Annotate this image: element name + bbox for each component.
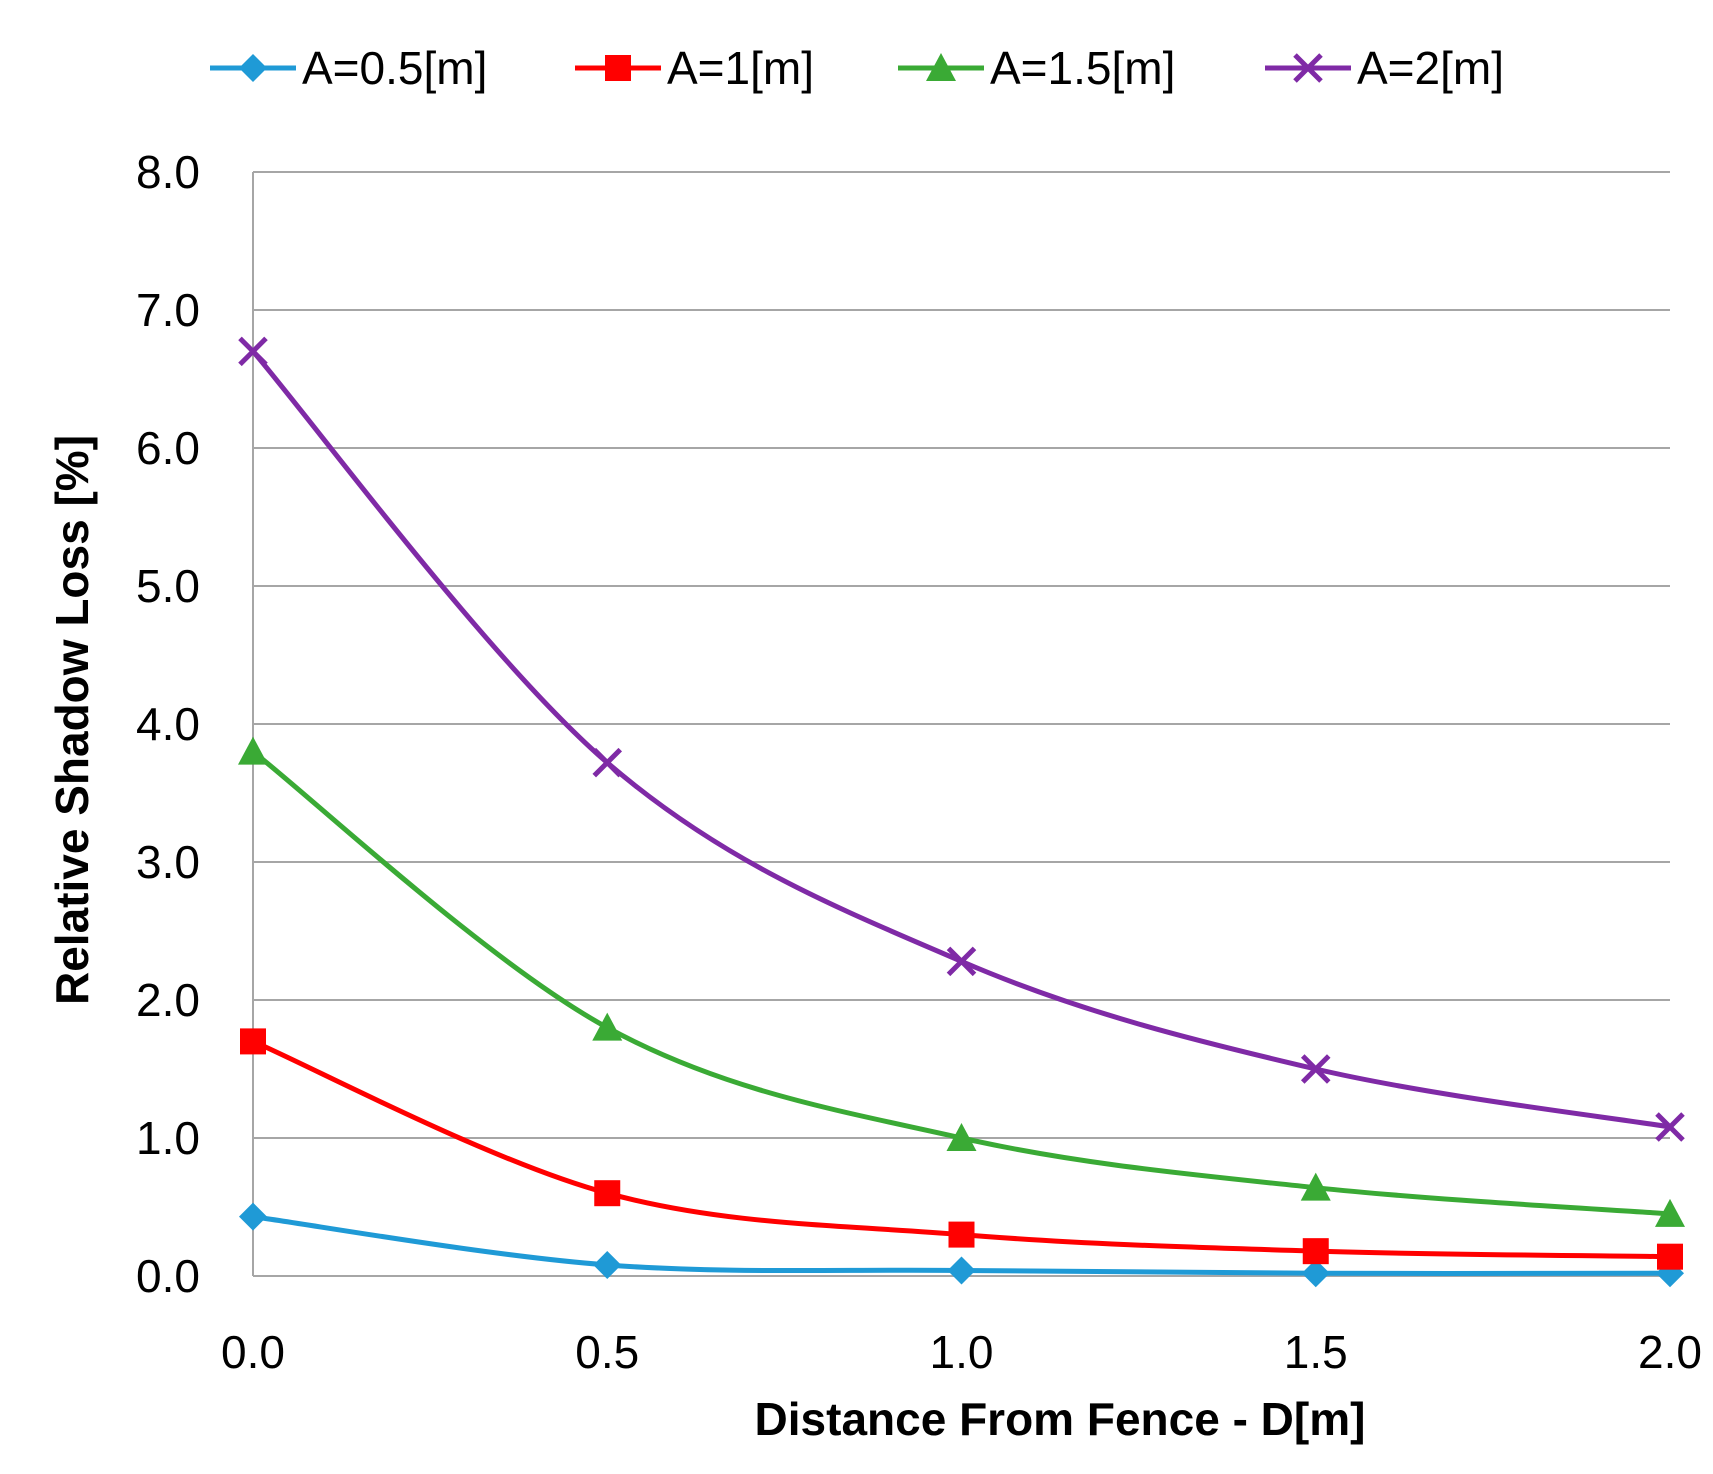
legend-label: A=0.5[m]	[302, 42, 487, 94]
data-point-diamond	[1301, 1259, 1330, 1288]
y-tick-label: 0.0	[136, 1250, 200, 1302]
data-point-square	[240, 1028, 266, 1055]
data-point-triangle	[1655, 1198, 1685, 1227]
data-point-triangle	[592, 1012, 623, 1041]
x-tick-label: 1.5	[1284, 1326, 1348, 1378]
y-axis-title: Relative Shadow Loss [%]	[46, 435, 98, 1005]
data-point-diamond	[593, 1250, 622, 1279]
data-point-triangle	[946, 1123, 977, 1151]
x-tick-label: 0.5	[575, 1326, 639, 1378]
legend-marker-triangle	[926, 53, 956, 81]
y-tick-label: 7.0	[136, 284, 200, 336]
data-point-x-stroke	[592, 747, 623, 778]
data-point-x	[592, 747, 623, 778]
y-tick-labels: 0.0 1.0 2.0 3.0 4.0 5.0 6.0 7.0 8.0	[136, 146, 200, 1302]
y-tick-label: 5.0	[136, 560, 200, 612]
data-point-square	[948, 1221, 975, 1248]
legend-marker-diamond	[239, 54, 267, 82]
y-tick-label: 4.0	[136, 698, 200, 750]
y-tick-label: 1.0	[136, 1112, 200, 1164]
legend-label: A=1.5[m]	[990, 42, 1175, 94]
data-point-x	[1300, 1054, 1331, 1084]
x-tick-label: 2.0	[1638, 1326, 1702, 1378]
gridlines	[253, 171, 1670, 1139]
data-point-triangle	[1300, 1172, 1331, 1201]
x-tick-label: 1.0	[930, 1326, 994, 1378]
legend-marker-x	[1293, 53, 1323, 83]
data-point-x	[946, 946, 977, 977]
data-point-x-stroke	[1300, 1054, 1331, 1084]
legend: A=0.5[m] A=1[m] A=1.5[m] A=2[m]	[210, 42, 1504, 94]
legend-label: A=2[m]	[1357, 42, 1504, 94]
x-tick-labels: 0.0 0.5 1.0 1.5 2.0	[221, 1326, 1702, 1378]
series-line-4	[251, 349, 1671, 1130]
legend-label: A=1[m]	[667, 42, 814, 94]
legend-marker-x-stroke	[1293, 53, 1323, 83]
y-tick-label: 2.0	[136, 974, 200, 1026]
y-tick-label: 6.0	[136, 422, 200, 474]
y-tick-label: 3.0	[136, 836, 200, 888]
y-tick-label: 8.0	[136, 146, 200, 198]
data-point-x	[238, 336, 268, 367]
x-axis-title: Distance From Fence - D[m]	[755, 1393, 1366, 1445]
x-tick-label: 0.0	[221, 1326, 285, 1378]
series-markers	[238, 336, 1685, 1288]
data-point-square	[1657, 1243, 1683, 1270]
data-point-x	[1655, 1112, 1685, 1142]
data-point-x-stroke	[946, 946, 977, 977]
data-point-triangle	[238, 736, 268, 765]
series-line-3	[251, 749, 1671, 1217]
data-point-square	[594, 1180, 621, 1207]
data-point-x-stroke	[1655, 1112, 1685, 1142]
data-point-square	[1302, 1238, 1329, 1265]
data-point-x-stroke	[238, 336, 268, 367]
data-point-diamond	[239, 1202, 267, 1231]
legend-marker-square	[605, 55, 631, 81]
series-lines	[251, 349, 1671, 1276]
data-point-diamond	[947, 1256, 976, 1285]
